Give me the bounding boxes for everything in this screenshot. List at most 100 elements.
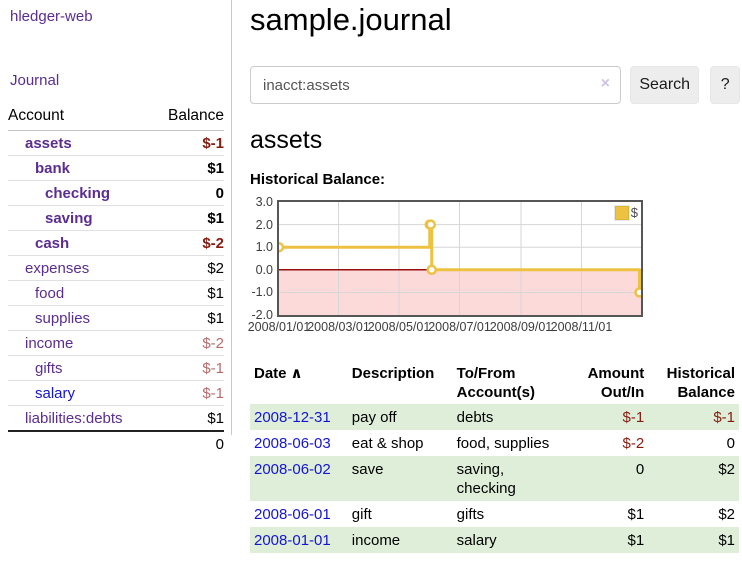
transaction-date-link[interactable]: 2008-06-01 <box>254 506 331 523</box>
account-row: bank $1 <box>8 155 224 181</box>
transaction-balance: $1 <box>718 532 735 549</box>
transaction-description: save <box>351 461 384 478</box>
transaction-date-link[interactable]: 2008-06-02 <box>254 461 331 478</box>
account-heading: assets <box>250 126 323 154</box>
transaction-description: gift <box>351 506 372 523</box>
sidebar-item-journal[interactable]: Journal <box>10 72 60 89</box>
transaction-accounts: saving, checking <box>456 461 516 497</box>
transaction-date-link[interactable]: 2008-06-03 <box>254 435 331 452</box>
transaction-balance: $2 <box>718 506 735 523</box>
account-balance: $-2 <box>202 235 224 252</box>
account-balance: $-1 <box>202 385 224 402</box>
transaction-accounts: gifts <box>456 506 485 523</box>
account-row: gifts $-1 <box>8 355 224 381</box>
search-button[interactable]: Search <box>630 66 700 104</box>
clear-search-icon[interactable]: × <box>600 75 610 92</box>
register-header-row: Date ∧ Description To/From Account(s) Amo… <box>250 362 739 404</box>
transaction-accounts: salary <box>456 532 497 549</box>
x-axis-label: 2008/05/01 <box>367 320 431 334</box>
account-balance: $-1 <box>202 360 224 377</box>
sidebar: hledger-web Journal Account Balance asse… <box>0 0 232 456</box>
balances-total-row: 0 <box>8 430 224 456</box>
accounts-body: assets $-1 bank $1 checking 0 saving $1 cash $-2 e… <box>8 130 224 432</box>
account-balance: $1 <box>207 410 224 427</box>
account-link[interactable]: assets <box>25 135 72 152</box>
account-row: food $1 <box>8 280 224 306</box>
table-row: 2008-01-01 income salary $1 $1 <box>250 527 739 553</box>
account-row: liabilities:debts $1 <box>8 405 224 432</box>
transaction-amount: 0 <box>635 461 645 478</box>
brand-link[interactable]: hledger-web <box>10 8 93 25</box>
chart-plot-area: $ <box>277 200 643 317</box>
date-column-header[interactable]: Date ∧ <box>254 365 303 382</box>
account-column-header: Account <box>8 104 154 131</box>
y-axis-label: -1.0 <box>251 285 273 300</box>
sort-asc-icon: ∧ <box>290 365 303 382</box>
account-row: income $-2 <box>8 330 224 356</box>
historical-balance-chart: $ 3.0 2.0 1.0 0.0 -1.0 -2.0 2008/01/01 2008/03/… <box>248 195 740 336</box>
legend-swatch-icon <box>613 204 630 221</box>
transaction-balance: 0 <box>726 435 735 452</box>
balances-header-row: Account Balance <box>8 104 224 131</box>
x-axis-label: 2008/09/01 <box>489 320 553 334</box>
account-row: checking 0 <box>8 180 224 206</box>
account-row: cash $-2 <box>8 230 224 256</box>
chart-title: Historical Balance: <box>250 171 386 188</box>
account-balance: $1 <box>207 210 224 227</box>
account-link[interactable]: cash <box>35 235 70 252</box>
transaction-amount: $-2 <box>622 435 645 452</box>
account-link[interactable]: salary <box>35 385 76 402</box>
search-input[interactable] <box>250 66 621 104</box>
transaction-date-link[interactable]: 2008-01-01 <box>254 532 331 549</box>
account-link[interactable]: supplies <box>35 310 91 327</box>
chart-legend: $ <box>613 204 638 221</box>
account-row: salary $-1 <box>8 380 224 406</box>
y-axis-label: 2.0 <box>255 217 273 232</box>
account-row: expenses $2 <box>8 255 224 281</box>
table-row: 2008-06-02 save saving, checking 0 $2 <box>250 456 739 501</box>
page-title: sample.journal <box>250 2 452 37</box>
account-link[interactable]: saving <box>45 210 93 227</box>
main-content: sample.journal × Search ? assets Histori… <box>248 0 740 553</box>
transaction-amount: $1 <box>627 532 645 549</box>
table-row: 2008-06-03 eat & shop food, supplies $-2 0 <box>250 430 739 456</box>
account-link[interactable]: liabilities:debts <box>25 410 123 427</box>
account-balances-table: Account Balance assets $-1 bank $1 checking 0… <box>8 104 224 456</box>
total-balance: 0 <box>153 430 224 456</box>
help-button[interactable]: ? <box>710 66 740 104</box>
account-row: assets $-1 <box>8 130 224 156</box>
account-link[interactable]: income <box>25 335 74 352</box>
transaction-amount: $-1 <box>622 409 645 426</box>
account-link[interactable]: gifts <box>35 360 63 377</box>
account-row: supplies $1 <box>8 305 224 331</box>
total-spacer <box>8 430 154 456</box>
transaction-description: eat & shop <box>351 435 424 452</box>
account-link[interactable]: checking <box>45 185 111 202</box>
search-form: × Search ? <box>250 66 740 104</box>
x-axis-label: 2008/03/01 <box>307 320 370 334</box>
account-balance: $-2 <box>202 335 224 352</box>
transaction-date-link[interactable]: 2008-12-31 <box>254 409 331 426</box>
account-balance: $2 <box>207 260 224 277</box>
account-link[interactable]: expenses <box>25 260 90 277</box>
y-axis-label: 3.0 <box>255 195 273 209</box>
amount-column-header: Amount Out/In <box>587 365 645 401</box>
y-axis-label: 0.0 <box>255 262 273 277</box>
transaction-balance: $-1 <box>713 409 735 426</box>
x-axis-label: 2008/11/01 <box>550 320 613 334</box>
transaction-accounts: debts <box>456 409 494 426</box>
transaction-amount: $1 <box>627 506 645 523</box>
x-axis-label: 2008/01/01 <box>247 320 311 334</box>
account-link[interactable]: food <box>35 285 65 302</box>
y-axis-label: 1.0 <box>255 240 273 255</box>
description-column-header: Description <box>351 365 435 382</box>
register-table: Date ∧ Description To/From Account(s) Amo… <box>250 362 739 553</box>
account-balance: $-1 <box>202 135 224 152</box>
account-link[interactable]: bank <box>35 160 71 177</box>
y-axis-label: -2.0 <box>251 308 273 322</box>
transaction-balance: $2 <box>718 461 735 478</box>
account-balance: 0 <box>215 185 224 202</box>
legend-label: $ <box>630 205 638 220</box>
balance-column-header: Historical Balance <box>666 365 735 401</box>
account-balance: $1 <box>207 310 224 327</box>
